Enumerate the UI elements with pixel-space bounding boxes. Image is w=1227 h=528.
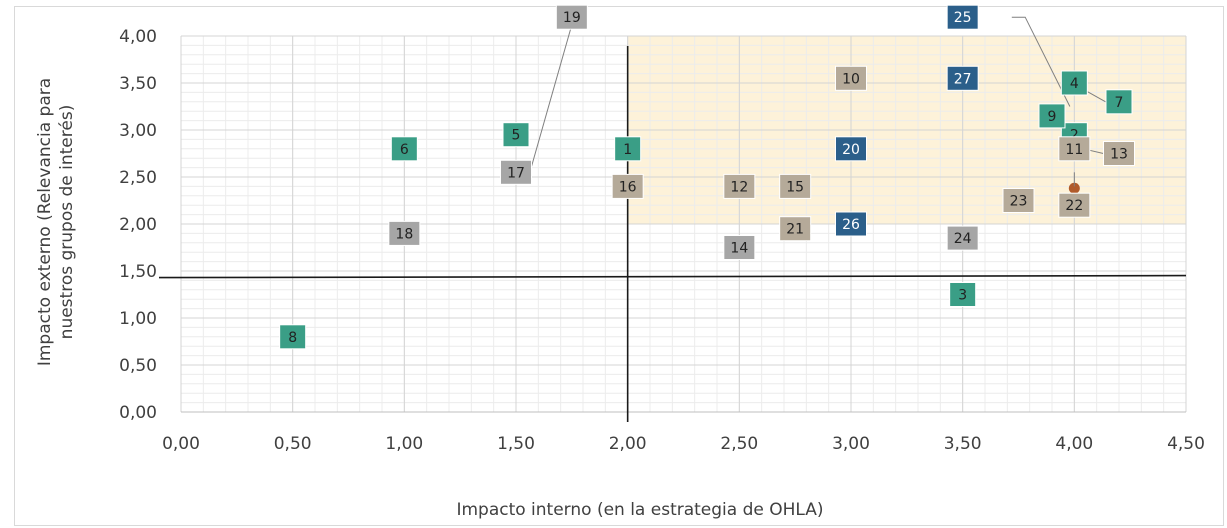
point-label: 17 (507, 165, 525, 181)
y-tick-label: 3,50 (119, 74, 157, 94)
x-tick-label: 2,50 (720, 434, 758, 454)
point-label: 12 (730, 179, 748, 195)
point-label-box (949, 282, 977, 307)
point-label-box (946, 4, 979, 30)
point-label-box (1105, 89, 1133, 115)
point-label-box (555, 4, 588, 30)
point-label: 18 (395, 226, 413, 242)
point-label: 9 (1048, 109, 1057, 125)
point-label: 22 (1065, 198, 1083, 214)
x-axis-title: Impacto interno (en la estrategia de OHL… (456, 500, 823, 520)
point-label-box (946, 225, 979, 251)
point-label: 14 (730, 241, 748, 257)
point-label-box (611, 173, 644, 199)
x-tick-label: 3,00 (832, 434, 870, 454)
point-label: 4 (1070, 76, 1079, 92)
y-tick-label: 2,00 (119, 215, 157, 235)
point-label-box (390, 136, 418, 162)
point-label-box (723, 173, 756, 199)
point-label: 7 (1115, 95, 1124, 111)
point-label-box (614, 136, 642, 162)
point-label-box (388, 220, 421, 246)
point-label-box (279, 324, 307, 350)
x-tick-label: 3,50 (944, 434, 982, 454)
leader-line (1011, 16, 1071, 107)
point-label: 23 (1010, 194, 1028, 210)
point-label-box (502, 122, 530, 148)
point-label: 19 (563, 10, 581, 26)
point-label-box (723, 235, 756, 260)
point-label-box (835, 211, 867, 237)
point-label: 11 (1065, 142, 1083, 158)
y-axis-title: Impacto externo (Relevancia para (35, 78, 55, 366)
y-tick-label: 4,00 (119, 27, 157, 47)
point-label: 13 (1110, 147, 1128, 163)
point-label-box (946, 65, 979, 91)
point-label: 25 (954, 10, 972, 26)
y-tick-label: 1,00 (119, 309, 157, 329)
point-label-box (1103, 141, 1135, 166)
y-tick-label: 0,50 (119, 356, 157, 376)
point-label-box (1002, 188, 1035, 213)
point-label: 20 (842, 142, 860, 158)
leader-line (1085, 90, 1106, 103)
point-label: 26 (842, 217, 860, 233)
point-label: 24 (954, 231, 972, 247)
point-label: 10 (842, 71, 860, 87)
point-label-box (1058, 192, 1091, 218)
point-label-box (500, 159, 532, 185)
point-label: 2 (1070, 128, 1079, 144)
point-label-box (779, 173, 812, 199)
y-tick-label: 1,50 (119, 262, 157, 282)
x-tick-label: 1,00 (385, 434, 423, 454)
x-tick-label: 0,00 (162, 434, 200, 454)
point-label-box (1060, 70, 1088, 96)
point-label-box (1038, 103, 1066, 129)
point-label-box (835, 65, 867, 91)
point-label: 16 (619, 179, 637, 195)
x-tick-label: 1,50 (497, 434, 535, 454)
point-label-box (779, 216, 812, 242)
y-tick-label: 2,50 (119, 168, 157, 188)
chart-frame (14, 6, 1224, 526)
x-tick-label: 2,00 (609, 434, 647, 454)
point-label: 5 (512, 128, 521, 144)
y-tick-label: 0,00 (119, 403, 157, 423)
point-label: 8 (288, 330, 297, 346)
x-tick-label: 4,50 (1167, 434, 1205, 454)
point-label: 15 (786, 179, 804, 195)
point-label: 3 (958, 288, 967, 304)
point-label: 21 (786, 222, 804, 238)
data-marker-dot (1068, 182, 1080, 194)
threshold-line-horizontal (158, 274, 1187, 279)
point-label: 6 (400, 142, 409, 158)
y-axis-title: nuestros grupos de interés) (57, 105, 77, 340)
point-label: 27 (954, 71, 972, 87)
leader-line (526, 24, 573, 182)
x-tick-label: 4,00 (1055, 434, 1093, 454)
y-tick-label: 3,00 (119, 121, 157, 141)
point-label: 1 (623, 142, 632, 158)
point-label-box (1058, 136, 1091, 162)
point-label-box (835, 136, 867, 162)
x-tick-label: 0,50 (274, 434, 312, 454)
